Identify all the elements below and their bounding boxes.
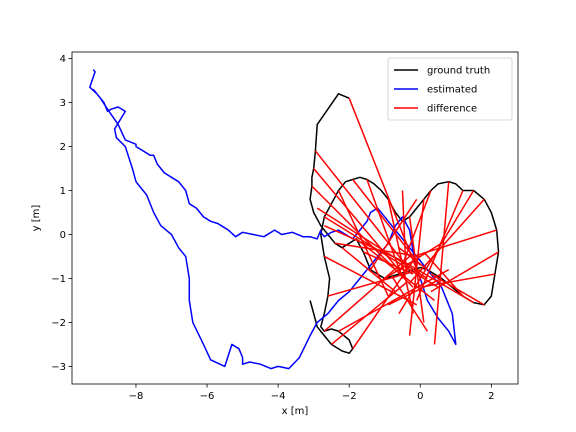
difference-segment <box>313 168 407 279</box>
axes-frame <box>71 51 519 385</box>
difference-segment <box>338 269 450 332</box>
difference-segment <box>398 190 432 275</box>
difference-segment <box>408 199 425 336</box>
difference-segment <box>402 260 474 304</box>
difference-segment <box>433 181 450 345</box>
y-tick-label: −1 <box>51 274 66 285</box>
y-tick-label: 4 <box>60 54 66 65</box>
x-tick-label: −2 <box>342 391 357 402</box>
difference-segment <box>409 198 485 284</box>
y-tick-label: 2 <box>60 142 66 153</box>
x-tick-label: 2 <box>488 391 494 402</box>
y-tick-label: 0 <box>60 230 66 241</box>
difference-segment <box>330 282 407 346</box>
difference-segment <box>430 251 499 293</box>
series-difference <box>311 97 499 350</box>
difference-segment <box>323 255 411 332</box>
difference-segment <box>352 260 414 350</box>
plot-layer <box>89 69 500 370</box>
legend-label: estimated <box>427 85 477 96</box>
legend-box <box>387 57 513 121</box>
legend-label: ground truth <box>427 66 490 77</box>
legend: ground truth estimated difference <box>387 57 513 121</box>
difference-segment <box>391 275 429 332</box>
x-tick-label: −6 <box>200 391 215 402</box>
difference-segment <box>314 150 411 271</box>
y-tick-label: 3 <box>60 98 66 109</box>
difference-segment <box>341 247 396 293</box>
legend-entries: ground truth estimated difference <box>394 66 490 115</box>
y-tick-label: 1 <box>60 186 66 197</box>
difference-segment <box>412 229 497 258</box>
y-axis-label: y [m] <box>31 205 42 232</box>
x-tick-label: −8 <box>129 391 144 402</box>
series-estimated <box>89 69 457 370</box>
y-tick-label: −2 <box>51 318 66 329</box>
difference-segment <box>398 190 475 315</box>
difference-segment <box>337 190 389 297</box>
difference-segment <box>363 251 414 275</box>
difference-segment <box>387 199 414 314</box>
legend-label: difference <box>427 104 477 115</box>
difference-segment <box>420 273 496 288</box>
x-tick-label: −4 <box>271 391 286 402</box>
x-tick-label: 0 <box>417 391 423 402</box>
y-tick-label: −3 <box>51 362 66 373</box>
x-axis-label: x [m] <box>282 406 309 417</box>
difference-segment <box>348 97 421 279</box>
axes-layer: −8 −6 −4 −2 0 2 −3 −2 −1 0 1 2 3 4 <box>51 51 519 402</box>
